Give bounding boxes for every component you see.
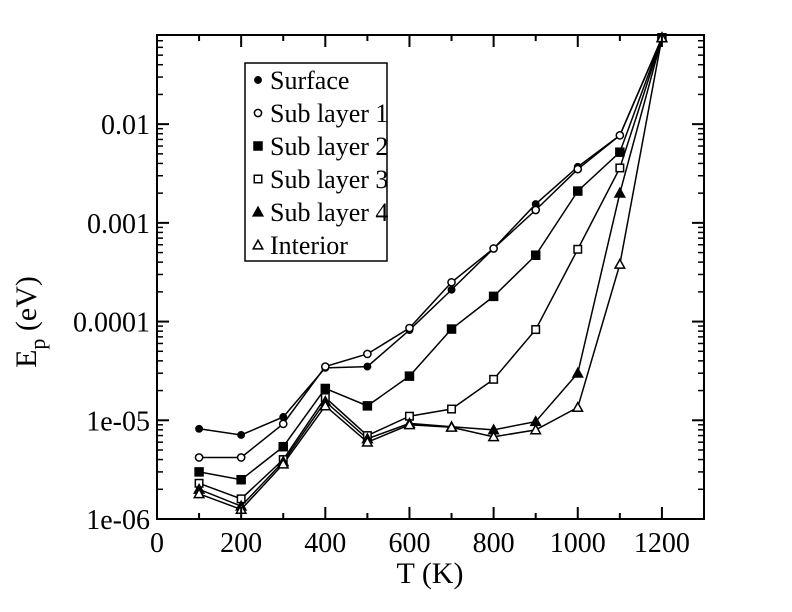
- series-surface: [198, 37, 663, 436]
- plot-frame: [156, 34, 705, 520]
- data-point: [361, 435, 374, 447]
- x-tick-label: 600: [388, 528, 430, 559]
- x-tick-label: 400: [304, 528, 346, 559]
- series-line: [198, 37, 663, 436]
- data-point: [195, 424, 204, 433]
- data-point: [531, 205, 541, 215]
- data-point: [194, 467, 204, 477]
- data-point: [279, 413, 288, 421]
- data-point: [445, 420, 458, 432]
- data-point: [571, 401, 584, 413]
- y-axis-label-subscript: p: [25, 339, 50, 350]
- series-sub-layer-4: [198, 37, 663, 508]
- legend-marker: [253, 141, 263, 151]
- data-point: [447, 277, 456, 287]
- x-axis-label: T (K): [397, 557, 464, 590]
- data-point: [488, 291, 499, 302]
- series-line: [198, 37, 663, 511]
- legend-marker: [253, 108, 263, 118]
- data-point: [363, 362, 372, 371]
- x-tick-label: 1000: [550, 528, 606, 559]
- data-point: [573, 186, 583, 196]
- data-point: [615, 147, 625, 157]
- x-tick-label: 0: [150, 528, 164, 559]
- legend-label: Surface: [270, 66, 349, 95]
- data-point: [615, 163, 625, 173]
- data-point: [573, 164, 583, 174]
- data-point: [320, 383, 331, 394]
- series-line: [198, 37, 663, 500]
- y-axis-label: Ep (eV): [10, 276, 50, 368]
- legend: Surface Sub layer 1 Sub layer 2 Sub layer 3…: [244, 62, 388, 262]
- y-tick-label: 0.001: [87, 209, 150, 240]
- data-point: [363, 349, 372, 359]
- x-tick-label: 1200: [634, 528, 690, 559]
- legend-marker: [253, 174, 263, 184]
- data-point: [573, 244, 583, 254]
- data-point: [489, 244, 498, 253]
- data-point: [489, 374, 499, 384]
- data-point: [571, 366, 584, 378]
- series-sub-layer-1: [199, 37, 663, 459]
- x-tick-label: 200: [220, 528, 262, 559]
- legend-label: Interior: [270, 231, 348, 260]
- data-point: [362, 401, 373, 411]
- data-point: [404, 371, 415, 381]
- legend-label: Sub layer 3: [270, 165, 388, 194]
- data-point: [530, 250, 541, 260]
- data-point: [236, 453, 246, 462]
- data-point: [237, 431, 246, 439]
- data-point: [531, 325, 541, 335]
- data-point: [236, 474, 246, 485]
- legend-box: [244, 62, 388, 262]
- y-axis-label-unit: (eV): [10, 276, 43, 338]
- y-tick-label: 0.01: [101, 110, 150, 141]
- data-point: [405, 323, 414, 333]
- legend-label: Sub layer 2: [270, 132, 388, 161]
- y-axis-label-main: E: [10, 350, 43, 368]
- data-point: [320, 362, 330, 371]
- y-tick-label: 1e-06: [86, 505, 150, 536]
- y-tick-label: 1e-05: [86, 406, 150, 437]
- series-line: [198, 37, 663, 481]
- data-point: [529, 423, 542, 435]
- data-point: [403, 418, 416, 430]
- data-point: [194, 453, 204, 462]
- data-point: [193, 487, 206, 499]
- data-point: [277, 457, 290, 469]
- data-point: [613, 257, 626, 269]
- data-point: [278, 441, 288, 452]
- data-point: [613, 186, 626, 198]
- data-point: [487, 430, 500, 442]
- series-line: [199, 37, 663, 459]
- series-markers-sub-layer-1: [194, 33, 667, 462]
- data-point: [447, 404, 457, 414]
- axes-layer: 0 200 400 600 800 1000 1200 1e-06 1e-05 0.0001 0.0…: [73, 35, 704, 559]
- legend-marker: [254, 76, 262, 84]
- series-interior: [198, 37, 663, 511]
- legend-label: Sub layer 1: [270, 99, 388, 128]
- data-point: [278, 419, 288, 429]
- legend-marker: [251, 205, 265, 217]
- data-point: [446, 324, 457, 334]
- legend-marker: [251, 238, 265, 250]
- data-point: [319, 399, 332, 411]
- data-point: [615, 131, 625, 140]
- series-sub-layer-2: [198, 37, 663, 481]
- x-tick-label: 800: [473, 528, 515, 559]
- series-line: [198, 37, 663, 508]
- series-markers-sub-layer-2: [194, 33, 667, 485]
- y-tick-label: 0.0001: [73, 308, 150, 339]
- series-sub-layer-3: [198, 37, 663, 500]
- legend-label: Sub layer 4: [270, 198, 388, 227]
- data-point: [447, 285, 456, 294]
